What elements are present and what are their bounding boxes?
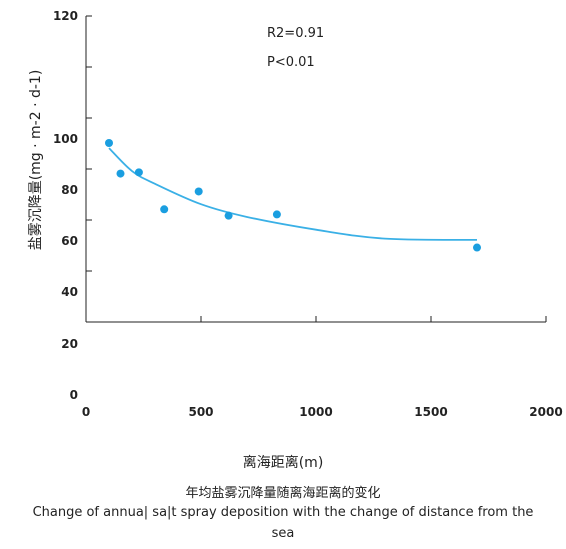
r-squared-annotation: R2=0.91 xyxy=(267,26,324,41)
points-layer xyxy=(105,139,481,252)
figure-caption-en: Change of annua| sa|t spray deposition w… xyxy=(32,505,534,541)
x-tick-label-500: 500 xyxy=(188,405,213,419)
y-tick-label-60: 60 xyxy=(61,234,78,248)
data-point-4 xyxy=(160,205,169,214)
x-tick-label-1000: 1000 xyxy=(299,405,332,419)
x-tick-label-2000: 2000 xyxy=(529,405,562,419)
figure-caption-cn: 年均盐雾沉降量随离海距离的变化 xyxy=(185,486,381,501)
data-point-7 xyxy=(272,210,281,219)
trend-layer xyxy=(108,147,478,241)
chart: 120 100 80 60 40 20 0 0 500 1000 1500 20… xyxy=(28,9,563,419)
y-tick-label-40: 40 xyxy=(61,285,78,299)
data-point-5 xyxy=(194,187,203,196)
data-point-2 xyxy=(116,169,125,178)
x-tick-label-1500: 1500 xyxy=(414,405,447,419)
y-tick-label-120: 120 xyxy=(53,9,78,23)
y-tick-label-100: 100 xyxy=(53,132,78,146)
x-tick-label-0: 0 xyxy=(82,405,90,419)
x-ticks xyxy=(200,316,547,322)
x-axis-label: 离海距离(m) xyxy=(242,455,324,471)
y-tick-label-20: 20 xyxy=(61,337,78,351)
data-point-6 xyxy=(224,211,233,220)
y-ticks xyxy=(86,15,92,272)
data-point-8 xyxy=(473,243,481,252)
p-value-annotation: P<0.01 xyxy=(267,55,315,70)
y-tick-label-80: 80 xyxy=(61,183,78,197)
data-point-1 xyxy=(105,139,113,147)
trend-line xyxy=(108,147,478,241)
data-point-3 xyxy=(134,168,143,177)
y-axis-label: 盐雾沉降量(mg · m-2 · d-1) xyxy=(28,70,44,251)
y-tick-label-0: 0 xyxy=(70,388,78,402)
